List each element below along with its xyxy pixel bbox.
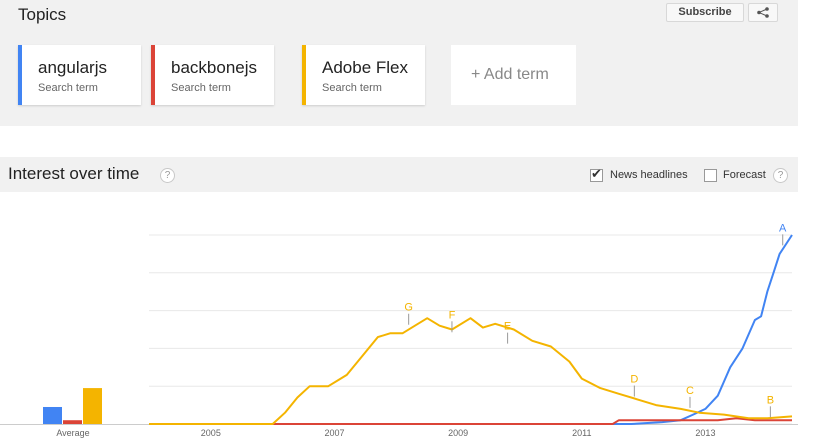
news-marker-c: C [686, 385, 694, 397]
term-card-adobe-flex[interactable]: Adobe Flex Search term [302, 45, 425, 105]
checkmark-icon: ✔ [591, 166, 602, 181]
term-color-bar [18, 45, 22, 105]
series-line-adobe-flex [149, 317, 793, 425]
term-type: Search term [322, 82, 382, 94]
interest-chart: 2005 2007 2009 2011 2013 Average A B C D E F G [0, 222, 798, 438]
news-headlines-label[interactable]: News headlines [610, 169, 688, 181]
term-card-backbonejs[interactable]: backbonejs Search term [151, 45, 274, 105]
term-color-bar [151, 45, 155, 105]
news-marker-d: D [630, 374, 638, 386]
term-name: Adobe Flex [322, 58, 408, 77]
forecast-label[interactable]: Forecast [723, 169, 766, 181]
term-name: backbonejs [171, 58, 258, 77]
news-headlines-checkbox[interactable]: ✔ [590, 166, 603, 182]
term-type: Search term [171, 82, 231, 94]
average-label: Average [56, 428, 89, 438]
forecast-help-icon[interactable]: ? [773, 168, 788, 183]
news-marker-e: E [504, 321, 511, 333]
series-line-backbonejs [149, 417, 792, 425]
news-marker-g: G [404, 302, 413, 314]
term-card-angularjs[interactable]: angularjs Search term [18, 45, 141, 105]
help-icon[interactable]: ? [160, 168, 175, 183]
term-type: Search term [38, 82, 98, 94]
average-bar-backbonejs [63, 420, 82, 424]
interest-title: Interest over time [8, 164, 140, 183]
news-marker-f: F [449, 309, 456, 321]
x-tick-label: 2005 [201, 428, 221, 438]
interest-header: Interest over time ? ✔ News headlines Fo… [0, 157, 798, 192]
x-tick-label: 2007 [324, 428, 344, 438]
topics-panel: Topics Subscribe angularjs Search term b… [0, 0, 798, 126]
average-bar-adobe-flex [83, 388, 102, 424]
share-icon [757, 7, 769, 18]
topics-title: Topics [18, 5, 67, 24]
share-button[interactable] [748, 3, 778, 22]
forecast-checkbox[interactable] [704, 169, 717, 182]
add-term-button[interactable]: + Add term [451, 45, 576, 105]
series-line-angularjs [149, 234, 793, 425]
x-tick-label: 2009 [448, 428, 468, 438]
x-tick-label: 2013 [695, 428, 715, 438]
news-marker-a: A [779, 222, 787, 234]
x-tick-label: 2011 [572, 428, 591, 438]
subscribe-button[interactable]: Subscribe [666, 3, 744, 22]
term-color-bar [302, 45, 306, 105]
news-marker-b: B [767, 394, 774, 406]
average-bar-angularjs [43, 406, 62, 424]
term-name: angularjs [38, 58, 107, 77]
